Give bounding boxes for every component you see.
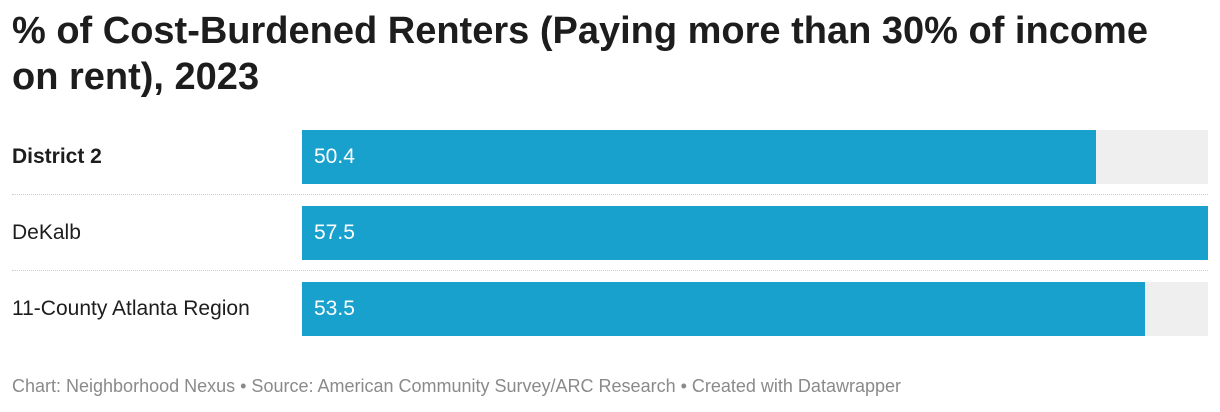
bar-row: District 2 50.4 — [12, 130, 1208, 184]
bar-track: 57.5 — [302, 206, 1208, 260]
bar-value-label: 50.4 — [314, 145, 355, 168]
bar-category-label: District 2 — [12, 145, 102, 168]
bar-track: 50.4 — [302, 130, 1208, 184]
bar-value-label: 57.5 — [314, 221, 355, 244]
chart-title: % of Cost-Burdened Renters (Paying more … — [12, 10, 1148, 98]
bar — [302, 282, 1145, 336]
bar-row: DeKalb 57.5 — [12, 206, 1208, 260]
row-divider — [12, 270, 1208, 271]
bar — [302, 130, 1097, 184]
chart-footer: Chart: Neighborhood Nexus • Source: Amer… — [12, 376, 901, 396]
bar-value-label: 53.5 — [314, 297, 355, 320]
bar-category-label: 11-County Atlanta Region — [12, 297, 250, 320]
row-divider — [12, 194, 1208, 195]
bar — [302, 206, 1208, 260]
bar-row: 11-County Atlanta Region 53.5 — [12, 282, 1208, 336]
bar-chart: District 2 50.4 DeKalb 57.5 11-County At… — [0, 130, 1220, 340]
bar-category-label: DeKalb — [12, 221, 81, 244]
bar-track: 53.5 — [302, 282, 1208, 336]
